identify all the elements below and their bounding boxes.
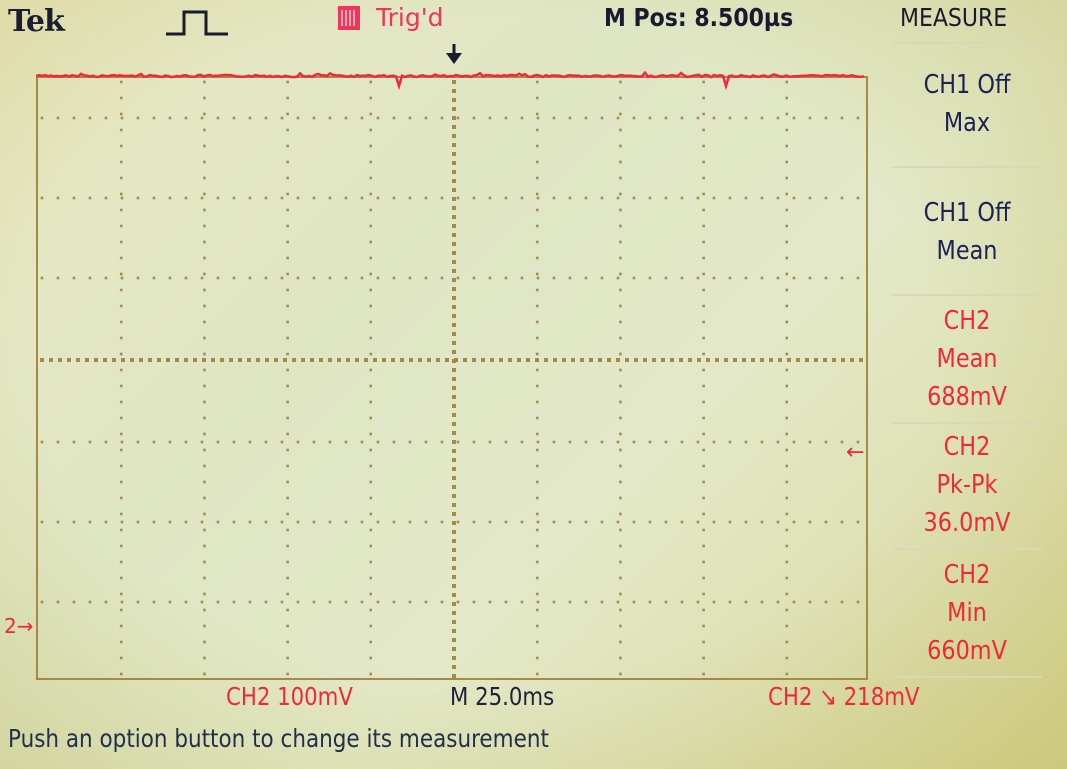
status-message: Push an option button to change its meas… (8, 724, 549, 753)
menu-separator (892, 676, 1042, 678)
option-line: CH2 (943, 560, 991, 590)
ch2-min-option-button[interactable]: CH2 Min 660mV (903, 556, 1032, 670)
option-line: Min (947, 598, 987, 628)
menu-separator (892, 422, 1042, 424)
horizontal-position: M Pos: 8.500µs (604, 3, 794, 32)
ch2-pkpk-option-button[interactable]: CH2 Pk-Pk 36.0mV (903, 428, 1032, 542)
ch1-mean-option-button[interactable]: CH1 Off Mean (903, 194, 1032, 270)
option-line: Mean (936, 236, 998, 266)
ch2-trace-line (36, 70, 865, 91)
measurement-value: 660mV (927, 636, 1007, 666)
option-line: Mean (936, 344, 998, 374)
measurement-value: 36.0mV (923, 508, 1011, 538)
option-line: Pk-Pk (936, 470, 998, 500)
timebase-setting: M 25.0ms (450, 682, 555, 711)
ch2-volts-per-div: CH2 100mV (226, 682, 353, 711)
option-line: Max (943, 108, 991, 138)
option-line: CH2 (943, 432, 991, 462)
trigger-position-icon (446, 44, 462, 64)
option-line: CH2 (943, 306, 991, 336)
option-line: CH1 Off (923, 198, 1011, 228)
trigger-indicator-icon (338, 6, 360, 30)
menu-separator (892, 166, 1042, 168)
trigger-source-level: CH2 ↘ 218mV (768, 682, 920, 711)
ch2-waveform-trace (36, 70, 865, 91)
top-status-bar: Tek Trig'd M Pos: 8.500µs MEASURE (0, 0, 1067, 42)
pulse-icon (166, 10, 228, 36)
ch1-max-option-button[interactable]: CH1 Off Max (903, 66, 1032, 142)
menu-separator (892, 294, 1042, 296)
waveform-graticule (36, 76, 868, 680)
brand-logo: Tek (8, 4, 65, 39)
graticule-dots (40, 80, 863, 678)
menu-separator (892, 42, 1042, 44)
measurement-value: 688mV (927, 382, 1007, 412)
ch2-ground-marker: 2→ (4, 614, 34, 638)
menu-title: MEASURE (900, 3, 1008, 32)
option-line: CH1 Off (923, 70, 1011, 100)
menu-separator (892, 548, 1042, 550)
ch2-mean-option-button[interactable]: CH2 Mean 688mV (903, 302, 1032, 416)
trigger-level-marker: ← (846, 440, 865, 465)
trigger-status: Trig'd (376, 3, 444, 32)
